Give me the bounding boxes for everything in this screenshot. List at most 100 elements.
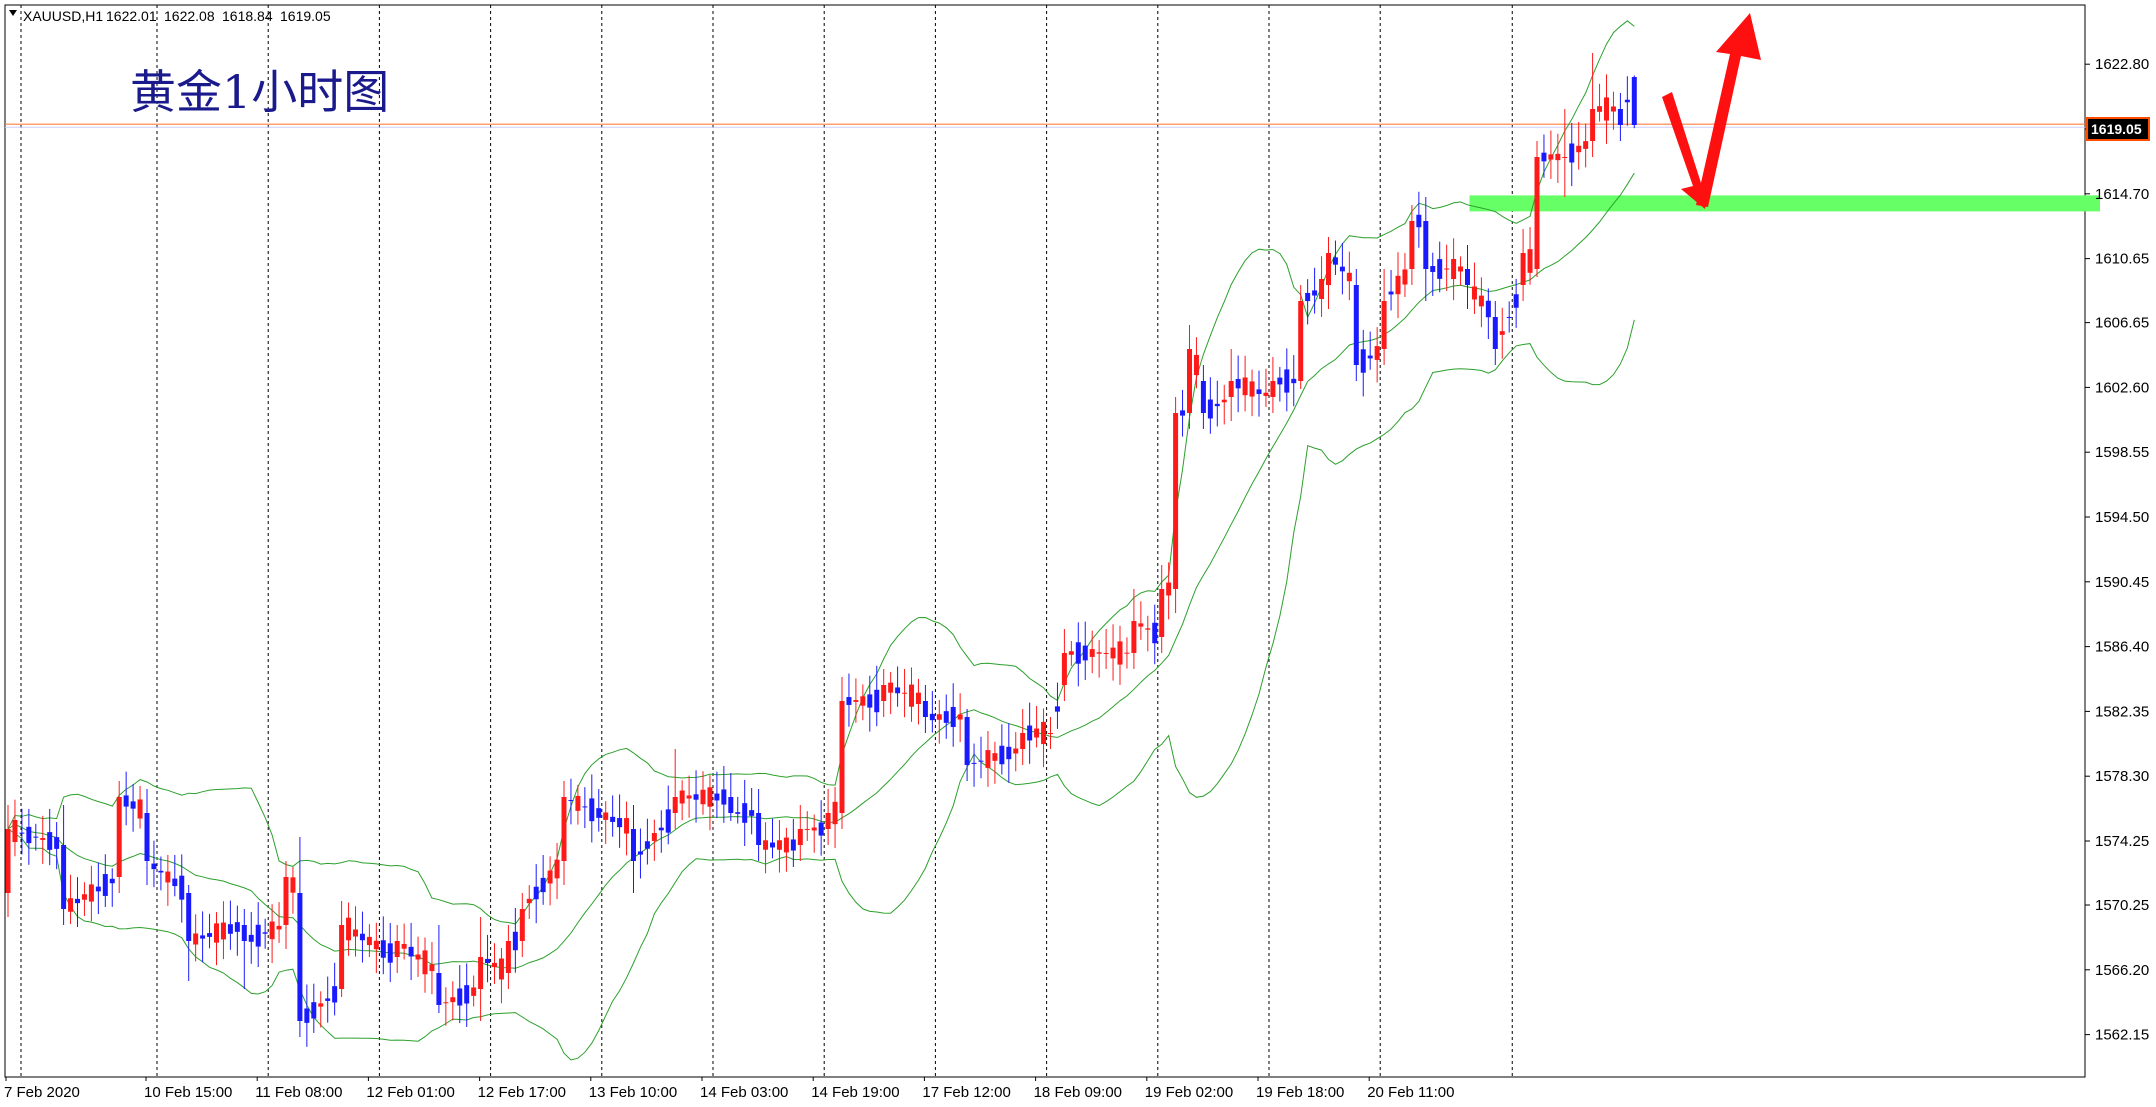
candle	[631, 805, 636, 893]
candle-body	[47, 832, 53, 850]
candle-body	[1471, 286, 1477, 300]
candle	[505, 925, 511, 989]
price-tag-box	[2086, 117, 2150, 141]
candle-body	[401, 943, 407, 949]
candle-body	[1089, 649, 1095, 657]
candle-body	[1291, 378, 1297, 384]
candle	[1604, 74, 1609, 144]
candle-body	[61, 845, 67, 909]
candle	[895, 666, 901, 707]
candle-body	[644, 841, 650, 849]
candle	[679, 780, 685, 821]
candle-body	[1631, 77, 1637, 125]
candle	[811, 814, 817, 853]
candle	[1631, 75, 1637, 129]
candle-body	[1485, 300, 1491, 318]
candle-body	[40, 838, 46, 840]
candle	[1339, 242, 1345, 295]
candle	[832, 786, 838, 849]
candle	[1562, 109, 1568, 197]
candle-body	[881, 685, 887, 701]
candle-body	[471, 987, 477, 996]
candle	[137, 785, 143, 829]
candle	[839, 677, 845, 829]
candle	[1416, 191, 1422, 248]
band-upper	[7, 20, 1635, 925]
candle	[714, 771, 720, 819]
candle	[637, 828, 643, 879]
header-dropdown-icon[interactable]	[9, 10, 17, 16]
candle-body	[1409, 221, 1415, 269]
candle-body	[770, 842, 775, 848]
y-tick-label: 1586.40	[2095, 639, 2149, 656]
candle	[957, 693, 963, 743]
candle	[658, 810, 664, 853]
candle	[992, 741, 998, 784]
y-tick-label: 1614.70	[2095, 186, 2149, 203]
candle-body	[895, 687, 901, 694]
candle-body	[1138, 623, 1144, 627]
candle	[568, 778, 574, 825]
candle-body	[902, 692, 908, 694]
candle	[818, 800, 824, 856]
y-tick-label: 1590.45	[2095, 574, 2149, 591]
candle	[1471, 262, 1477, 314]
candle	[1374, 327, 1380, 383]
candle-body	[999, 745, 1005, 765]
candle-body	[158, 870, 164, 873]
candle-body	[909, 684, 914, 707]
candle-body	[1173, 413, 1179, 589]
candle	[193, 914, 199, 962]
candle-body	[547, 870, 553, 884]
candle-body	[290, 877, 296, 893]
candle	[804, 811, 810, 841]
candle-body	[1569, 143, 1575, 163]
candle	[825, 789, 831, 845]
candle-body	[568, 800, 574, 802]
candle	[561, 781, 567, 885]
candle	[888, 672, 894, 715]
candle-body	[262, 932, 268, 934]
candle	[1444, 244, 1450, 291]
candle-body	[394, 941, 400, 957]
candle	[1214, 380, 1220, 427]
candle-body	[512, 931, 518, 951]
candle-body	[936, 714, 942, 720]
candle	[1492, 301, 1498, 365]
candle	[964, 709, 970, 781]
candle-body	[373, 940, 379, 950]
candle	[1235, 355, 1241, 413]
candle-body	[867, 694, 873, 708]
candle	[1200, 365, 1206, 429]
candle-body	[582, 806, 588, 808]
candle-body	[533, 886, 539, 900]
candle	[325, 976, 331, 1023]
x-tick-label: 12 Feb 17:00	[478, 1084, 566, 1101]
header-close: 1619.05	[280, 8, 331, 24]
candle	[1326, 237, 1331, 309]
candle-body	[75, 898, 80, 904]
candle-body	[1124, 652, 1130, 654]
candle	[478, 917, 484, 1021]
candle	[776, 820, 782, 873]
header-low: 1618.84	[222, 8, 273, 24]
arrows-layer	[1662, 13, 1761, 209]
candle-body	[1006, 746, 1012, 760]
candle	[1312, 267, 1318, 314]
candle-body	[1041, 721, 1047, 745]
candle	[1541, 134, 1547, 178]
candle-body	[790, 839, 796, 851]
candle-body	[304, 1008, 310, 1023]
candle-body	[269, 921, 275, 940]
candle	[102, 854, 108, 908]
candle	[186, 885, 192, 981]
candle-body	[1298, 301, 1304, 381]
candle-body	[1200, 381, 1206, 413]
candle	[68, 874, 74, 924]
candle-body	[144, 813, 150, 861]
x-tick-label: 12 Feb 01:00	[366, 1084, 454, 1101]
candle-body	[1166, 582, 1172, 596]
y-tick-label: 1570.25	[2095, 897, 2149, 914]
candle	[603, 801, 609, 844]
candle	[380, 916, 386, 975]
